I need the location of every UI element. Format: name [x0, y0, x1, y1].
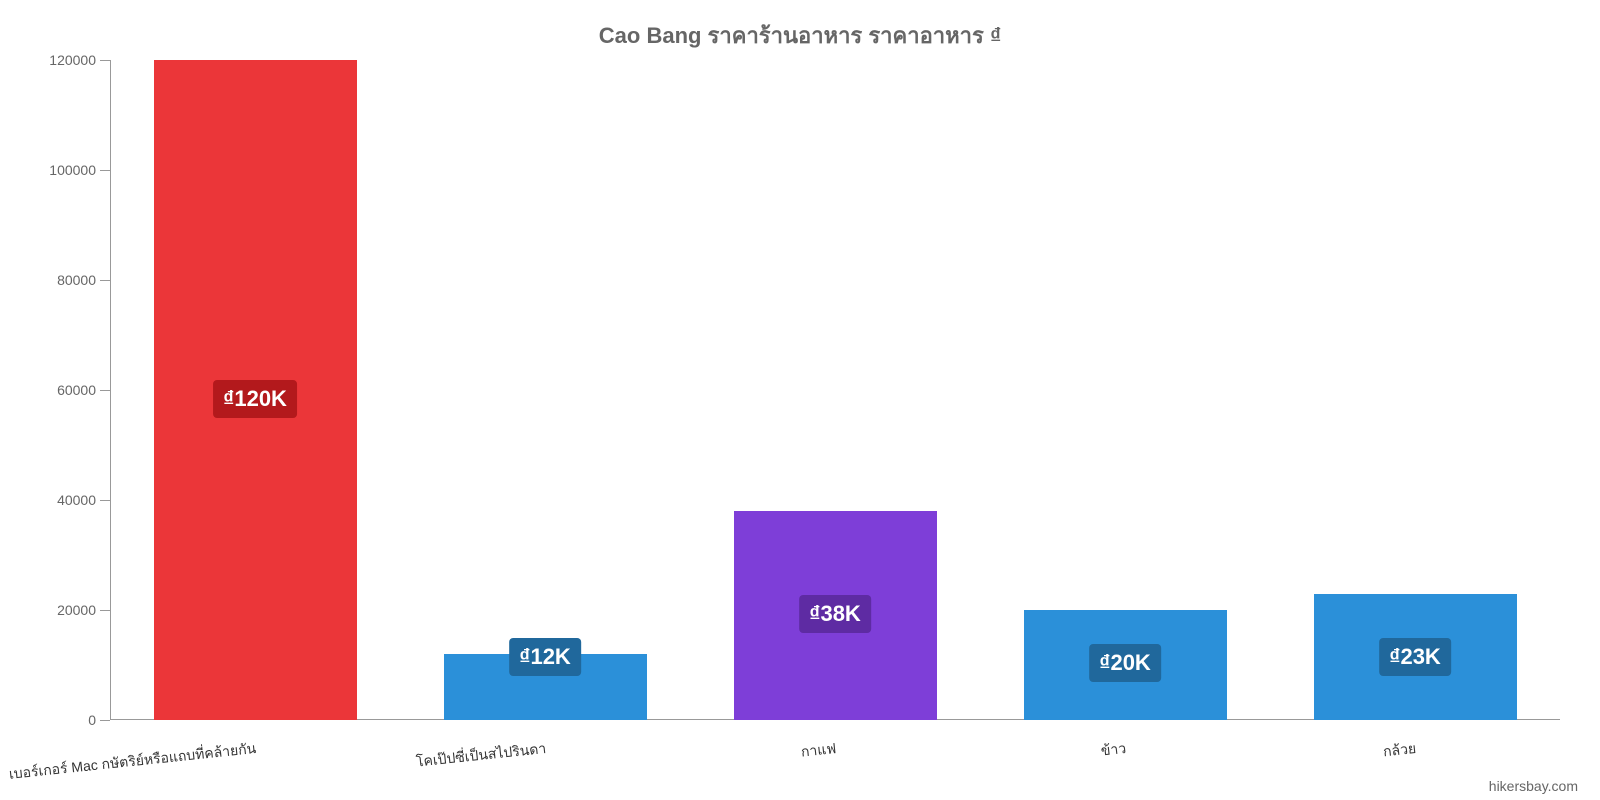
x-tick-label: กาแฟ: [800, 738, 837, 764]
y-tick: [100, 500, 110, 501]
y-tick-label: 120000: [49, 52, 96, 68]
y-tick-label: 0: [88, 712, 96, 728]
bar-value-badge: ₫23K: [1379, 638, 1451, 676]
bar-slot: ₫20Kข้าว: [980, 60, 1270, 720]
bar-value-badge: ₫38K: [799, 595, 871, 633]
attribution-text: hikersbay.com: [1489, 778, 1578, 794]
y-tick: [100, 390, 110, 391]
x-tick-label: กล้วย: [1382, 738, 1417, 763]
bars-group: ₫120Kเบอร์เกอร์ Mac กษัตริย์หรือแถบที่คล…: [110, 60, 1560, 720]
bar: ₫20K: [1024, 610, 1227, 720]
x-tick-label: โคเป๊ปซี่เป็นสไปรินดา: [415, 738, 547, 774]
bar-slot: ₫38Kกาแฟ: [690, 60, 980, 720]
bar-slot: ₫12Kโคเป๊ปซี่เป็นสไปรินดา: [400, 60, 690, 720]
bar-slot: ₫23Kกล้วย: [1270, 60, 1560, 720]
bar: ₫38K: [734, 511, 937, 720]
y-tick-label: 100000: [49, 162, 96, 178]
x-tick-label: ข้าว: [1100, 738, 1127, 763]
y-tick: [100, 280, 110, 281]
x-tick-label: เบอร์เกอร์ Mac กษัตริย์หรือแถบที่คล้ายกั…: [8, 738, 257, 786]
price-bar-chart: Cao Bang ราคาร้านอาหาร ราคาอาหาร ₫ 02000…: [0, 0, 1600, 800]
bar: ₫23K: [1314, 594, 1517, 721]
y-tick-label: 80000: [57, 272, 96, 288]
y-tick: [100, 720, 110, 721]
bar-value-badge: ₫12K: [509, 638, 581, 676]
y-tick: [100, 610, 110, 611]
y-tick: [100, 170, 110, 171]
y-tick-label: 40000: [57, 492, 96, 508]
plot-area: 020000400006000080000100000120000 ₫120Kเ…: [110, 60, 1560, 720]
bar: ₫12K: [444, 654, 647, 720]
bar-value-badge: ₫120K: [213, 380, 297, 418]
bar: ₫120K: [154, 60, 357, 720]
bar-value-badge: ₫20K: [1089, 644, 1161, 682]
chart-title: Cao Bang ราคาร้านอาหาร ราคาอาหาร ₫: [599, 18, 1001, 53]
y-tick-label: 60000: [57, 382, 96, 398]
y-tick: [100, 60, 110, 61]
y-tick-label: 20000: [57, 602, 96, 618]
bar-slot: ₫120Kเบอร์เกอร์ Mac กษัตริย์หรือแถบที่คล…: [110, 60, 400, 720]
